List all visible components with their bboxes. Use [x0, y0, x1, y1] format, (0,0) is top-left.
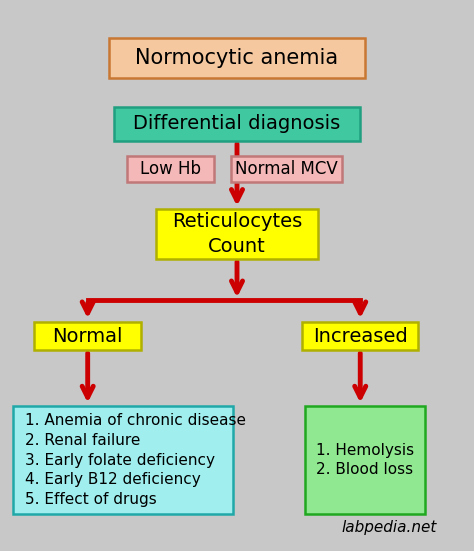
FancyBboxPatch shape [302, 322, 418, 350]
FancyBboxPatch shape [13, 407, 233, 514]
FancyBboxPatch shape [34, 322, 141, 350]
FancyBboxPatch shape [304, 407, 426, 514]
Text: 1. Hemolysis
2. Blood loss: 1. Hemolysis 2. Blood loss [317, 442, 415, 478]
Text: Differential diagnosis: Differential diagnosis [133, 115, 341, 133]
Text: labpedia.net: labpedia.net [341, 520, 437, 536]
FancyBboxPatch shape [109, 38, 365, 78]
Text: Low Hb: Low Hb [140, 160, 201, 178]
Text: Normocytic anemia: Normocytic anemia [136, 48, 338, 68]
FancyBboxPatch shape [231, 156, 342, 182]
FancyBboxPatch shape [156, 209, 318, 259]
FancyBboxPatch shape [114, 107, 360, 141]
Text: 1. Anemia of chronic disease
2. Renal failure
3. Early folate deficiency
4. Earl: 1. Anemia of chronic disease 2. Renal fa… [25, 413, 246, 507]
FancyBboxPatch shape [127, 156, 214, 182]
Text: Reticulocytes
Count: Reticulocytes Count [172, 212, 302, 256]
Text: Normal: Normal [53, 327, 123, 345]
Text: Increased: Increased [313, 327, 408, 345]
Text: Normal MCV: Normal MCV [236, 160, 338, 178]
